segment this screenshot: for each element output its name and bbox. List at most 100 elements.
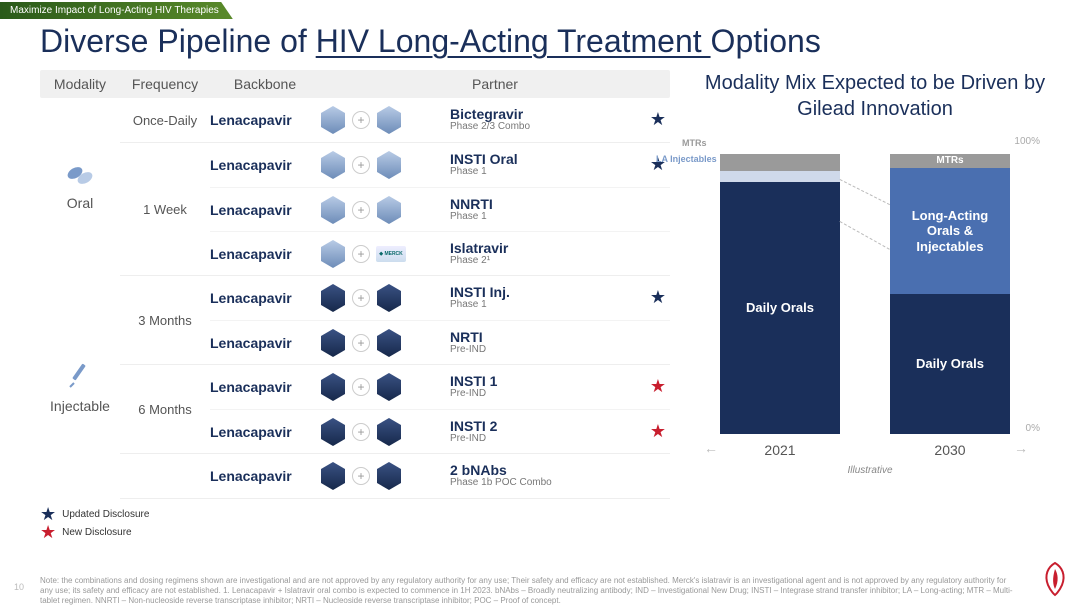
ext-label-lainj: LA Injectables	[656, 154, 717, 164]
frequency-label: 6 Months	[120, 365, 210, 453]
chart-connector	[840, 179, 890, 205]
partner-name: NNRTI	[450, 197, 646, 212]
hdr-partner: Partner	[320, 76, 670, 92]
pipeline-row: Lenacapavir + NNRTI Phase 1	[210, 187, 670, 231]
legend-updated: Updated Disclosure	[62, 507, 149, 522]
backbone-name: Lenacapavir	[210, 335, 320, 351]
partner-cell: INSTI Inj. Phase 1	[450, 285, 646, 310]
frequency-group: 6 Months Lenacapavir + INSTI 1 Pre-IND ★…	[120, 365, 670, 454]
backbone-name: Lenacapavir	[210, 246, 320, 262]
chart-connector	[840, 221, 890, 250]
chart-panel: Modality Mix Expected to be Driven by Gi…	[700, 70, 1050, 541]
gilead-logo-icon	[1040, 561, 1070, 602]
hdr-backbone: Backbone	[210, 76, 320, 92]
star-new-icon: ★	[650, 376, 666, 396]
plus-icon: +	[352, 467, 370, 485]
partner-cell: Bictegravir Phase 2/3 Combo	[450, 107, 646, 132]
plus-icon: +	[352, 334, 370, 352]
chart-seg-daily: Daily Orals	[720, 182, 840, 434]
arrow-left-icon: ←	[704, 440, 718, 456]
chart-bar-2030: MTRsLong-Acting Orals & InjectablesDaily…	[890, 154, 1010, 434]
backbone-name: Lenacapavir	[210, 112, 320, 128]
hex-combo: +	[320, 195, 450, 225]
hex-combo: +	[320, 417, 450, 447]
frequency-group: Lenacapavir + 2 bNAbs Phase 1b POC Combo	[120, 454, 670, 499]
chart-illustrative: Illustrative	[700, 465, 1040, 476]
plus-icon: +	[352, 378, 370, 396]
modality-label: Injectable	[40, 276, 120, 499]
hex-combo: +	[320, 461, 450, 491]
partner-name: INSTI 2	[450, 419, 646, 434]
chart-title: Modality Mix Expected to be Driven by Gi…	[700, 70, 1050, 122]
pipeline-row: Lenacapavir + INSTI 2 Pre-IND ★	[210, 409, 670, 453]
modality-label: Oral	[40, 98, 120, 276]
frequency-group: 3 Months Lenacapavir + INSTI Inj. Phase …	[120, 276, 670, 365]
backbone-name: Lenacapavir	[210, 290, 320, 306]
backbone-name: Lenacapavir	[210, 202, 320, 218]
partner-phase: Phase 2¹	[450, 256, 646, 267]
partner-phase: Pre-IND	[450, 389, 646, 400]
arrow-right-icon: →	[1014, 440, 1028, 456]
chart-seg-daily: Daily Orals	[890, 294, 1010, 434]
backbone-name: Lenacapavir	[210, 157, 320, 173]
pipeline-row: Lenacapavir + Bictegravir Phase 2/3 Comb…	[210, 98, 670, 142]
plus-icon: +	[352, 245, 370, 263]
syringe-icon	[68, 361, 92, 392]
chart-seg-mtr: MTRs	[890, 154, 1010, 168]
partner-phase: Phase 1b POC Combo	[450, 478, 646, 489]
partner-name: INSTI 1	[450, 374, 646, 389]
partner-phase: Pre-IND	[450, 345, 646, 356]
partner-cell: 2 bNAbs Phase 1b POC Combo	[450, 463, 646, 488]
backbone-name: Lenacapavir	[210, 424, 320, 440]
hdr-modality: Modality	[40, 76, 120, 92]
chart-xlabel: 2030	[890, 442, 1010, 458]
pipeline-row: Lenacapavir + INSTI 1 Pre-IND ★	[210, 365, 670, 409]
partner-name: 2 bNAbs	[450, 463, 646, 478]
frequency-group: 1 Week Lenacapavir + INSTI Oral Phase 1 …	[120, 143, 670, 276]
stacked-bar-chart: 100% 0% MTRs LA Injectables ← → Illustra…	[700, 132, 1040, 462]
partner-name: INSTI Inj.	[450, 285, 646, 300]
chart-seg-la: Long-Acting Orals & Injectables	[890, 168, 1010, 294]
axis-100: 100%	[1014, 136, 1040, 147]
partner-phase: Phase 1	[450, 212, 646, 223]
plus-icon: +	[352, 156, 370, 174]
star-icon-updated: ★	[40, 505, 56, 523]
plus-icon: +	[352, 289, 370, 307]
merck-logo-icon: ◆ MERCK	[376, 246, 406, 262]
frequency-label	[120, 454, 210, 498]
partner-cell: Islatravir Phase 2¹	[450, 241, 646, 266]
chart-xlabel: 2021	[720, 442, 840, 458]
hex-combo: +	[320, 328, 450, 358]
partner-name: INSTI Oral	[450, 152, 646, 167]
partner-phase: Phase 1	[450, 167, 646, 178]
chart-bar-2021: Daily Orals	[720, 154, 840, 434]
star-new-icon: ★	[650, 421, 666, 441]
axis-0: 0%	[1026, 423, 1040, 434]
hex-combo: +	[320, 150, 450, 180]
chart-seg-mtr	[720, 154, 840, 171]
footnote: Note: the combinations and dosing regime…	[40, 576, 1020, 606]
backbone-name: Lenacapavir	[210, 468, 320, 484]
partner-name: NRTI	[450, 330, 646, 345]
hex-combo: +	[320, 283, 450, 313]
partner-cell: NRTI Pre-IND	[450, 330, 646, 355]
star-icon-new: ★	[40, 523, 56, 541]
frequency-label: 3 Months	[120, 276, 210, 364]
hex-combo: +	[320, 372, 450, 402]
pills-icon	[66, 164, 94, 189]
backbone-name: Lenacapavir	[210, 379, 320, 395]
partner-cell: INSTI 2 Pre-IND	[450, 419, 646, 444]
title-post: Options	[711, 23, 821, 59]
page-title: Diverse Pipeline of HIV Long-Acting Trea…	[0, 19, 1080, 70]
star-updated-icon: ★	[650, 109, 666, 129]
table-header: Modality Frequency Backbone Partner	[40, 70, 670, 98]
partner-cell: INSTI Oral Phase 1	[450, 152, 646, 177]
title-underline: HIV Long-Acting Treatment	[316, 23, 711, 59]
plus-icon: +	[352, 111, 370, 129]
top-banner: Maximize Impact of Long-Acting HIV Thera…	[0, 2, 233, 19]
slide-number: 10	[14, 582, 24, 592]
pipeline-row: Lenacapavir + NRTI Pre-IND	[210, 320, 670, 364]
pipeline-row: Lenacapavir + INSTI Inj. Phase 1 ★	[210, 276, 670, 320]
hex-combo: + ◆ MERCK	[320, 239, 450, 269]
legend: ★Updated Disclosure ★New Disclosure	[40, 505, 670, 541]
